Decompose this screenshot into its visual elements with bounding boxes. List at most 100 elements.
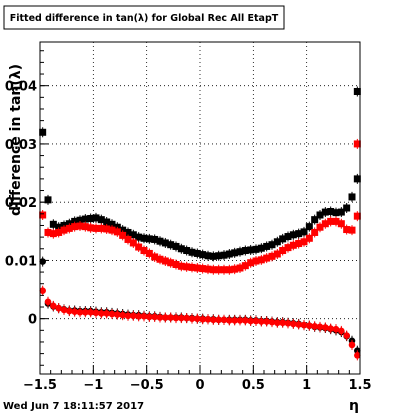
x-tick-label: −0.5 bbox=[130, 378, 164, 393]
series-1-point bbox=[247, 246, 255, 254]
series-4-point bbox=[103, 310, 110, 317]
series-4-point bbox=[151, 313, 158, 321]
series-4-point bbox=[338, 327, 345, 335]
series-1-point bbox=[279, 235, 287, 243]
series-2-point bbox=[44, 228, 52, 236]
series-2-point bbox=[252, 257, 260, 265]
series-4-point bbox=[156, 314, 164, 321]
series-2-point bbox=[87, 224, 95, 232]
series-2-point bbox=[97, 224, 105, 232]
series-1-point bbox=[289, 231, 297, 239]
series-2-point bbox=[231, 265, 239, 273]
series-2-point bbox=[161, 257, 169, 265]
series-4-point bbox=[76, 308, 84, 316]
series-2-point bbox=[167, 259, 175, 267]
series-1-point bbox=[172, 242, 180, 250]
series-1-point bbox=[343, 204, 351, 212]
series-1-point bbox=[348, 193, 356, 201]
series-2-point bbox=[81, 223, 89, 231]
series-1-point bbox=[177, 245, 185, 253]
series-4-point bbox=[98, 310, 105, 317]
series-1-point bbox=[188, 248, 196, 256]
series-2-point bbox=[55, 228, 63, 236]
series-4-point bbox=[60, 306, 68, 314]
series-2-point bbox=[172, 260, 180, 268]
x-tick-label: 0 bbox=[195, 378, 204, 393]
series-1-point bbox=[268, 241, 276, 249]
series-2-point bbox=[321, 220, 329, 228]
series-1-point bbox=[300, 228, 308, 236]
series-2-point bbox=[76, 222, 84, 230]
series-1-point bbox=[55, 223, 63, 231]
series-4-point bbox=[210, 316, 217, 324]
series-4-point bbox=[55, 304, 62, 312]
series-1-point bbox=[225, 250, 233, 258]
series-1-point bbox=[231, 249, 239, 257]
series-1-point bbox=[327, 207, 335, 215]
series-1-point bbox=[332, 209, 340, 217]
series-1-point bbox=[252, 245, 260, 253]
series-1-point bbox=[129, 231, 137, 239]
series-2-point bbox=[247, 259, 255, 267]
series-1-point bbox=[124, 228, 132, 236]
series-4-point bbox=[295, 321, 302, 328]
series-4-point bbox=[124, 312, 132, 320]
series-2-point bbox=[135, 243, 143, 251]
series-1-point bbox=[215, 252, 223, 260]
series-4-point bbox=[71, 308, 78, 315]
series-4-point bbox=[215, 316, 222, 324]
series-2-point bbox=[220, 266, 228, 274]
series-1-point bbox=[241, 247, 249, 255]
series-2-point bbox=[151, 253, 159, 261]
series-4-point bbox=[332, 325, 340, 333]
series-2-point bbox=[60, 226, 68, 234]
series-4-point bbox=[188, 315, 196, 322]
series-1-point bbox=[236, 248, 244, 256]
series-4-point bbox=[306, 322, 313, 329]
series-4-point bbox=[268, 318, 276, 326]
series-1-point bbox=[257, 244, 265, 252]
series-2-point bbox=[353, 212, 361, 220]
series-4-point bbox=[167, 314, 174, 321]
chart-title: Fitted difference in tan(λ) for Global R… bbox=[10, 13, 279, 24]
series-2-point bbox=[156, 255, 164, 263]
series-2-point bbox=[273, 250, 281, 258]
series-4-point bbox=[258, 318, 265, 325]
series-4-point bbox=[343, 332, 350, 339]
series-1-point bbox=[167, 241, 175, 249]
series-2-point bbox=[305, 234, 313, 242]
series-2-point bbox=[348, 226, 356, 234]
series-2-point bbox=[241, 262, 249, 270]
edge-point bbox=[353, 88, 361, 96]
series-2-point bbox=[188, 263, 196, 271]
series-4-point bbox=[66, 307, 73, 315]
y-tick-label: 0.03 bbox=[5, 138, 37, 153]
series-4-point bbox=[194, 315, 201, 322]
y-tick-label: 0.02 bbox=[5, 196, 37, 211]
series-1-point bbox=[44, 196, 52, 204]
series-2-point bbox=[145, 249, 153, 257]
series-2-point bbox=[113, 228, 121, 236]
series-4-point bbox=[316, 323, 324, 331]
series-2-point bbox=[284, 244, 292, 252]
series-4-point bbox=[50, 302, 57, 310]
series-2-point bbox=[108, 226, 116, 234]
series-1-point bbox=[199, 251, 207, 259]
series-1-point bbox=[156, 237, 164, 245]
series-2-point bbox=[49, 230, 57, 238]
series-2-point bbox=[257, 256, 265, 264]
series-4-point bbox=[220, 316, 228, 324]
series-1-point bbox=[97, 216, 105, 224]
series-4-point bbox=[140, 313, 148, 320]
series-2-point bbox=[140, 247, 148, 255]
axes: −1.5 −1 −0.5 0 0.5 1 1.5 0 0.01 0.02 0.03 0.04 bbox=[5, 50, 372, 393]
series-4-point bbox=[183, 314, 190, 322]
series-1-point bbox=[81, 215, 89, 223]
series-1-point bbox=[263, 242, 271, 250]
series-2-point bbox=[332, 217, 340, 225]
series-1-point bbox=[49, 220, 57, 228]
series-2-point bbox=[129, 239, 137, 247]
series-2-point bbox=[177, 262, 185, 270]
series-2-point bbox=[311, 228, 319, 236]
series-1-point bbox=[151, 235, 159, 243]
